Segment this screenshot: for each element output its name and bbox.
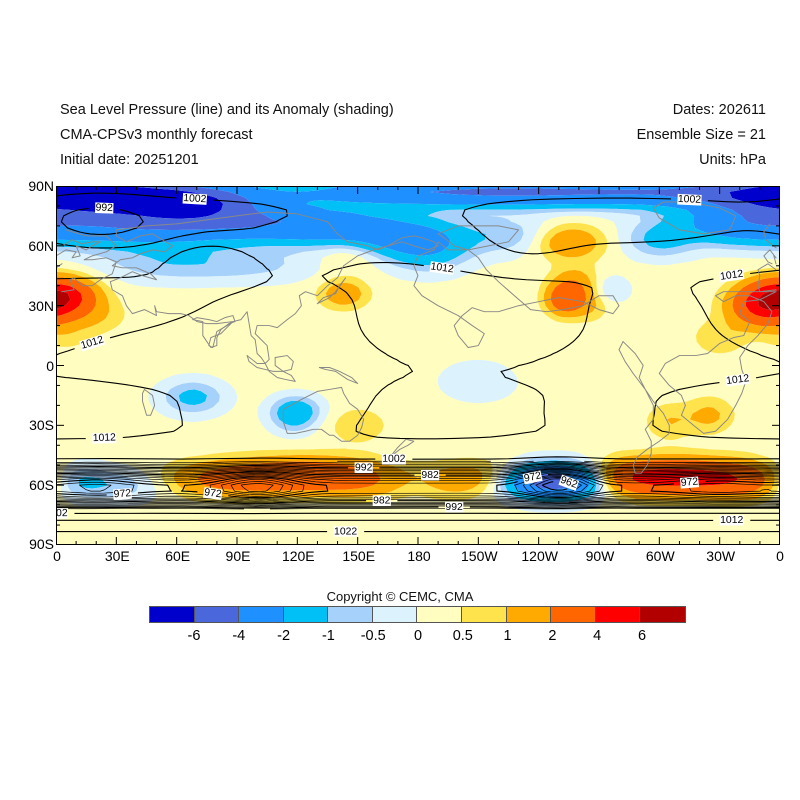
svg-text:982: 982	[373, 495, 391, 506]
svg-text:1012: 1012	[720, 515, 743, 526]
svg-text:972: 972	[204, 487, 223, 500]
svg-text:992: 992	[355, 462, 373, 473]
svg-text:1002: 1002	[183, 193, 207, 205]
svg-text:1022: 1022	[334, 526, 357, 537]
svg-text:992: 992	[95, 202, 113, 214]
svg-text:1012: 1012	[93, 432, 117, 444]
svg-text:1002: 1002	[382, 454, 405, 465]
svg-text:982: 982	[421, 470, 439, 481]
svg-text:972: 972	[680, 477, 698, 489]
svg-text:992: 992	[445, 502, 463, 513]
svg-text:1002: 1002	[678, 194, 702, 206]
svg-text:1002: 1002	[56, 508, 68, 519]
svg-text:972: 972	[113, 488, 131, 500]
